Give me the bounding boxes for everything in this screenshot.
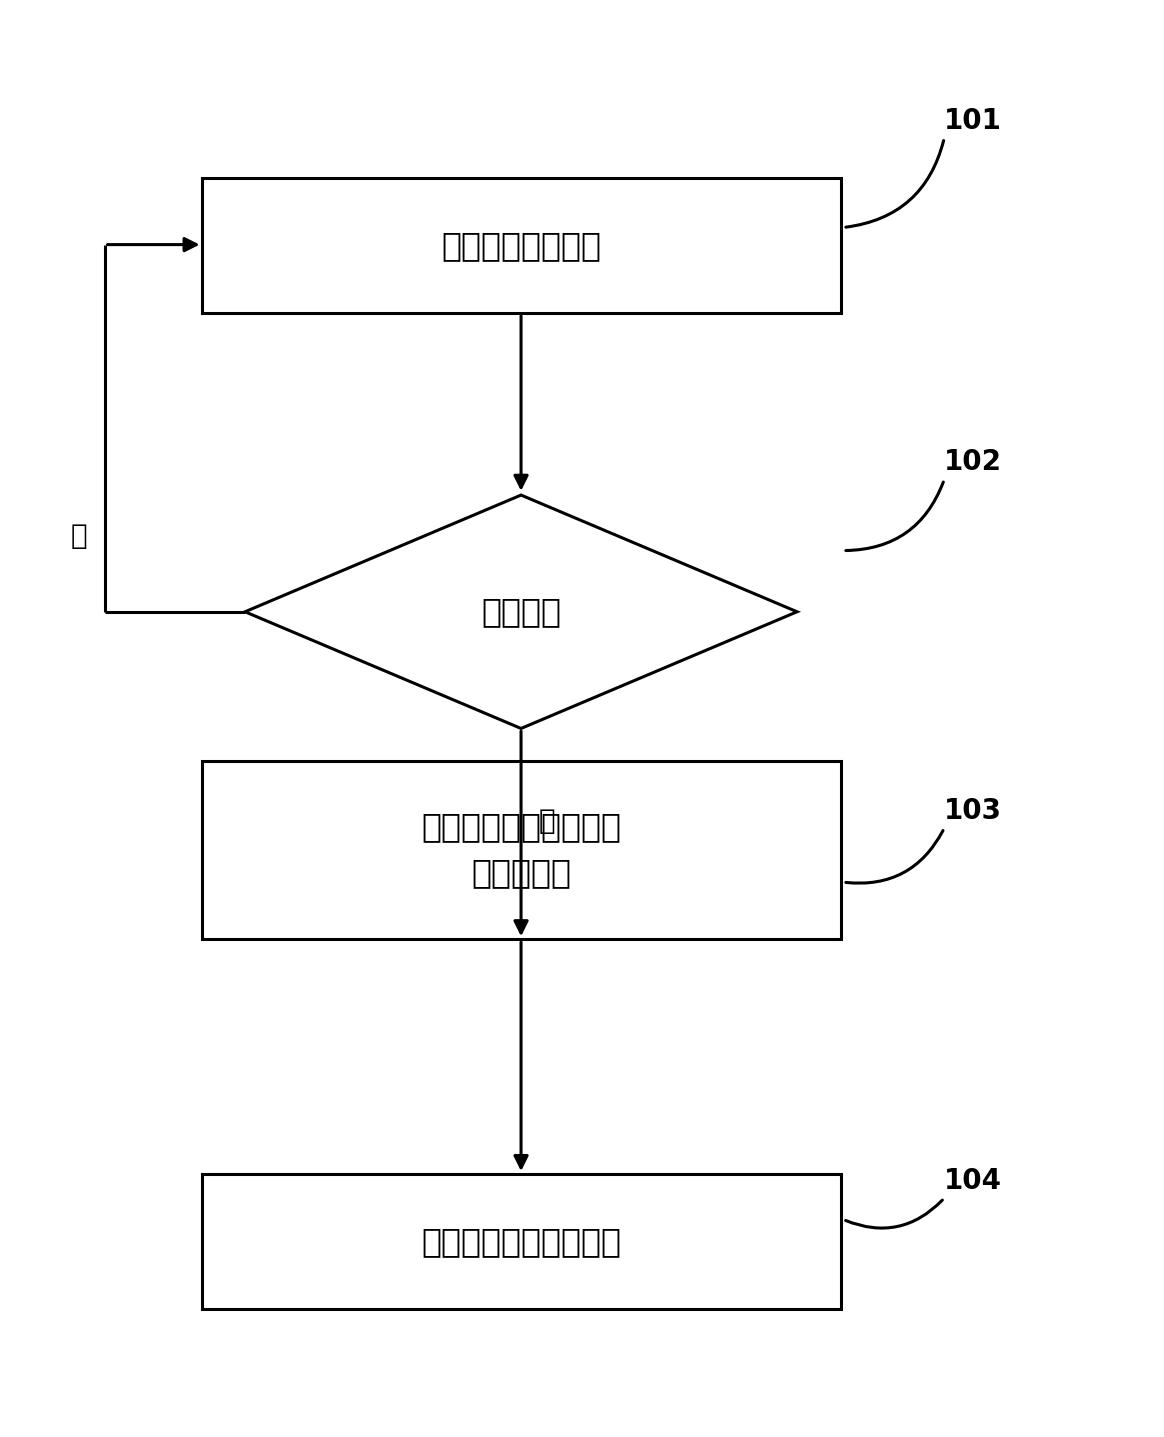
Text: 102: 102 [944, 448, 1002, 476]
FancyArrowPatch shape [845, 1200, 943, 1229]
FancyArrowPatch shape [846, 481, 943, 550]
Text: 104: 104 [944, 1167, 1002, 1196]
Text: 格式检查: 格式检查 [481, 595, 561, 628]
Bar [203, 762, 840, 940]
Text: 编写测试工序文件: 编写测试工序文件 [441, 228, 602, 262]
Polygon shape [244, 496, 797, 729]
Bar [203, 178, 840, 313]
Text: 将测试工序文件存储于
云端服务器: 将测试工序文件存储于 云端服务器 [421, 810, 622, 890]
Text: 101: 101 [944, 106, 1002, 135]
Bar [203, 1174, 840, 1309]
FancyArrowPatch shape [846, 831, 943, 884]
FancyArrowPatch shape [846, 141, 944, 227]
Text: 103: 103 [944, 798, 1002, 825]
Text: 是: 是 [538, 808, 555, 835]
Text: 否: 否 [71, 522, 87, 550]
Text: 完成与产品类型的映射: 完成与产品类型的映射 [421, 1224, 622, 1257]
